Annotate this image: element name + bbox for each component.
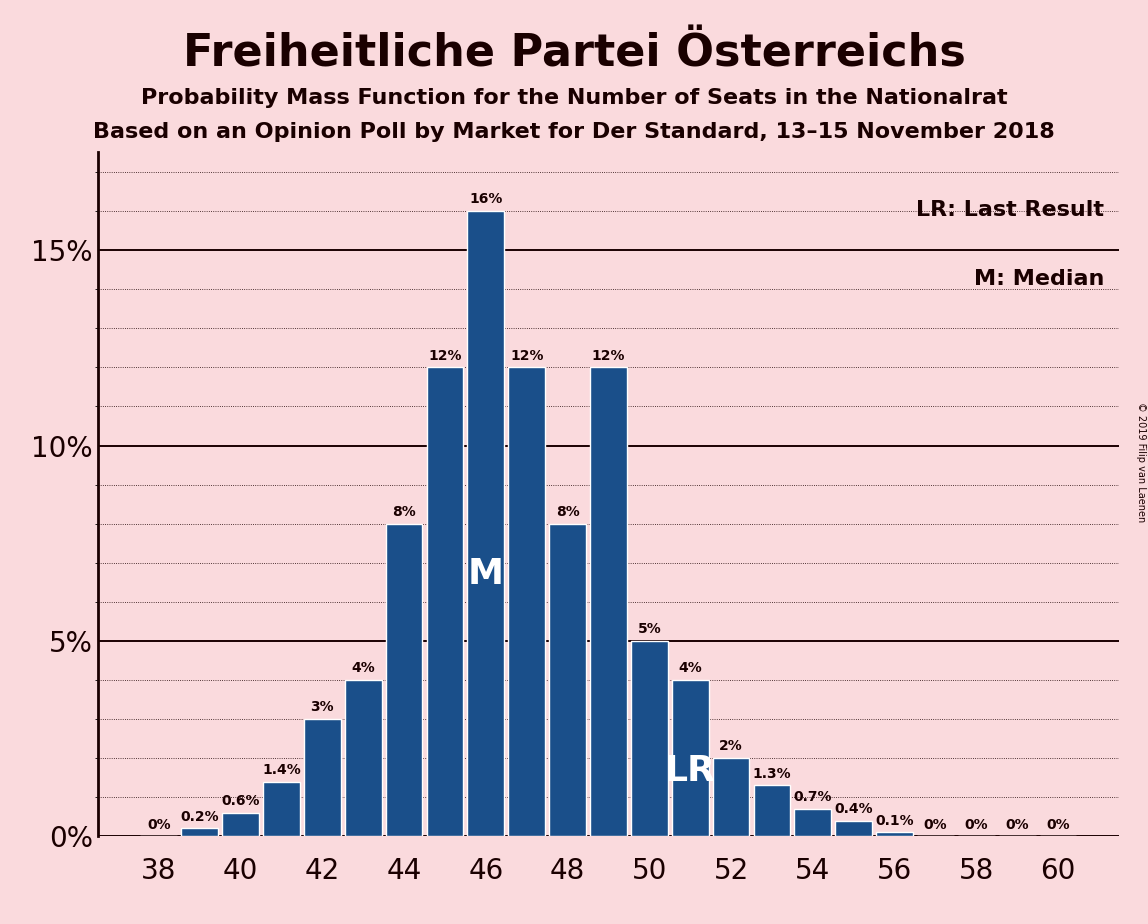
Bar — [263, 782, 300, 836]
Text: 2%: 2% — [719, 739, 743, 753]
Bar — [876, 833, 913, 836]
Text: 8%: 8% — [393, 505, 416, 519]
Text: 4%: 4% — [678, 662, 703, 675]
Text: 0%: 0% — [964, 818, 988, 832]
Text: 12%: 12% — [591, 348, 626, 362]
Bar — [836, 821, 872, 836]
Bar — [753, 785, 790, 836]
Text: 0.2%: 0.2% — [180, 809, 219, 823]
Bar — [386, 524, 422, 836]
Text: 0%: 0% — [1046, 818, 1070, 832]
Text: Probability Mass Function for the Number of Seats in the Nationalrat: Probability Mass Function for the Number… — [141, 88, 1007, 108]
Bar — [467, 211, 504, 836]
Text: 0%: 0% — [1006, 818, 1029, 832]
Text: 16%: 16% — [470, 192, 503, 206]
Bar — [672, 680, 708, 836]
Text: 0.7%: 0.7% — [793, 790, 832, 804]
Text: 5%: 5% — [637, 622, 661, 636]
Text: 0.1%: 0.1% — [875, 814, 914, 828]
Bar — [590, 368, 627, 836]
Text: 0%: 0% — [147, 818, 171, 832]
Text: © 2019 Filip van Laenen: © 2019 Filip van Laenen — [1135, 402, 1146, 522]
Text: LR: Last Result: LR: Last Result — [916, 201, 1104, 220]
Bar — [427, 368, 464, 836]
Bar — [794, 808, 831, 836]
Text: 8%: 8% — [556, 505, 580, 519]
Text: 3%: 3% — [311, 700, 334, 714]
Text: 0.6%: 0.6% — [222, 794, 259, 808]
Text: 12%: 12% — [510, 348, 543, 362]
Text: 0.4%: 0.4% — [835, 802, 872, 816]
Text: 4%: 4% — [351, 662, 375, 675]
Text: 1.4%: 1.4% — [262, 763, 301, 777]
Bar — [713, 758, 750, 836]
Bar — [344, 680, 381, 836]
Text: Freiheitliche Partei Österreichs: Freiheitliche Partei Österreichs — [183, 32, 965, 76]
Bar — [304, 719, 341, 836]
Text: 1.3%: 1.3% — [753, 767, 791, 781]
Bar — [631, 641, 668, 836]
Text: Based on an Opinion Poll by Market for Der Standard, 13–15 November 2018: Based on an Opinion Poll by Market for D… — [93, 122, 1055, 142]
Text: LR: LR — [665, 754, 715, 787]
Bar — [181, 829, 218, 836]
Bar — [223, 813, 259, 836]
Text: M: M — [468, 556, 504, 590]
Bar — [549, 524, 585, 836]
Text: M: Median: M: Median — [974, 269, 1104, 288]
Bar — [509, 368, 545, 836]
Text: 12%: 12% — [428, 348, 461, 362]
Text: 0%: 0% — [924, 818, 947, 832]
